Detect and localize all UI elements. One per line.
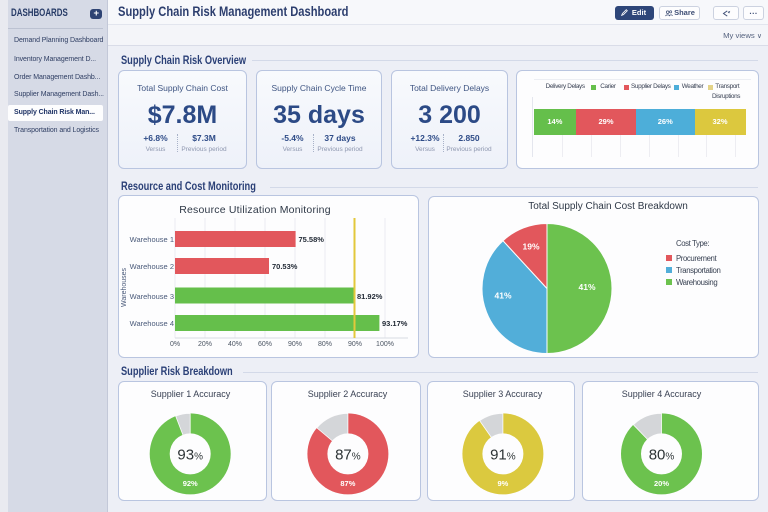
- svg-text:87%: 87%: [335, 447, 361, 464]
- svg-text:9%: 9%: [497, 479, 508, 488]
- svg-text:92%: 92%: [183, 479, 198, 488]
- svg-text:19%: 19%: [522, 242, 539, 252]
- svg-text:80%: 80%: [649, 447, 675, 464]
- svg-text:20%: 20%: [654, 479, 669, 488]
- svg-text:87%: 87%: [340, 479, 355, 488]
- svg-text:93%: 93%: [177, 447, 203, 464]
- svg-text:91%: 91%: [490, 447, 516, 464]
- svg-text:41%: 41%: [494, 291, 511, 301]
- svg-text:41%: 41%: [578, 282, 595, 292]
